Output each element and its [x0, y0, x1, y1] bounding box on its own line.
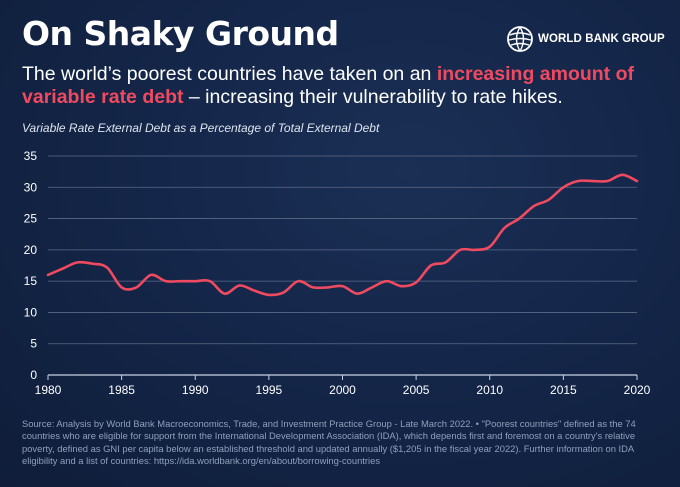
y-tick-label: 25: [24, 212, 38, 226]
x-tick-label: 2015: [550, 383, 577, 397]
x-tick-label: 2005: [403, 383, 430, 397]
x-tick-label: 2010: [476, 383, 503, 397]
subtitle-pre: The world’s poorest countries have taken…: [22, 63, 437, 85]
subtitle-post: – increasing their vulnerability to rate…: [183, 86, 563, 108]
x-tick-label: 1990: [182, 383, 209, 397]
y-tick-label: 20: [24, 243, 38, 257]
subtitle-highlight: increasing amount of variable rate debt: [22, 63, 635, 108]
page-title: On Shaky Ground: [22, 14, 339, 53]
y-tick-label: 15: [24, 274, 38, 288]
subtitle: The world’s poorest countries have taken…: [22, 63, 662, 109]
logo-text: WORLD BANK GROUP: [538, 33, 665, 45]
source-note: Source: Analysis by World Bank Macroecon…: [22, 418, 636, 467]
world-bank-logo[interactable]: WORLD BANK GROUP: [506, 24, 665, 54]
y-tick-label: 10: [24, 305, 38, 319]
x-tick-label: 2000: [329, 383, 356, 397]
x-tick-label: 2020: [624, 383, 651, 397]
chart-title: Variable Rate External Debt as a Percent…: [22, 121, 380, 135]
y-tick-label: 5: [30, 337, 37, 351]
y-tick-label: 0: [30, 368, 37, 382]
y-tick-label: 35: [24, 149, 38, 163]
globe-icon: [507, 26, 533, 52]
x-tick-label: 1985: [108, 383, 135, 397]
x-tick-label: 1980: [35, 383, 62, 397]
series-line: [46, 173, 639, 297]
x-tick-label: 1995: [256, 383, 283, 397]
y-tick-label: 30: [24, 180, 38, 194]
